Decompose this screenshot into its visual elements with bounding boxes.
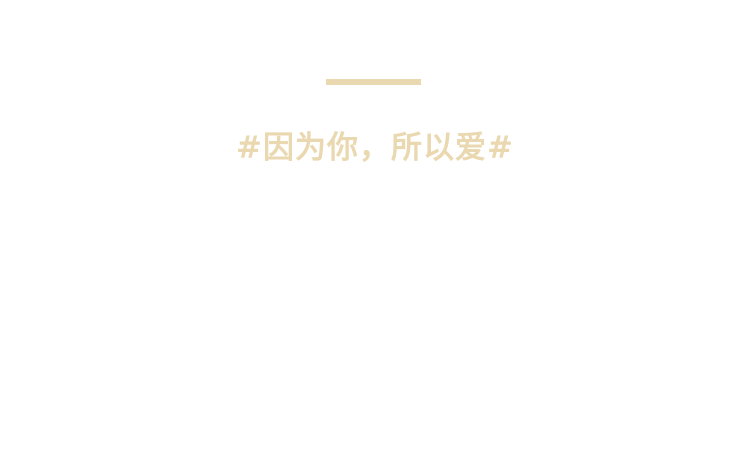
accent-divider — [326, 79, 421, 85]
tagline-text: #因为你，所以爱# — [236, 130, 514, 166]
